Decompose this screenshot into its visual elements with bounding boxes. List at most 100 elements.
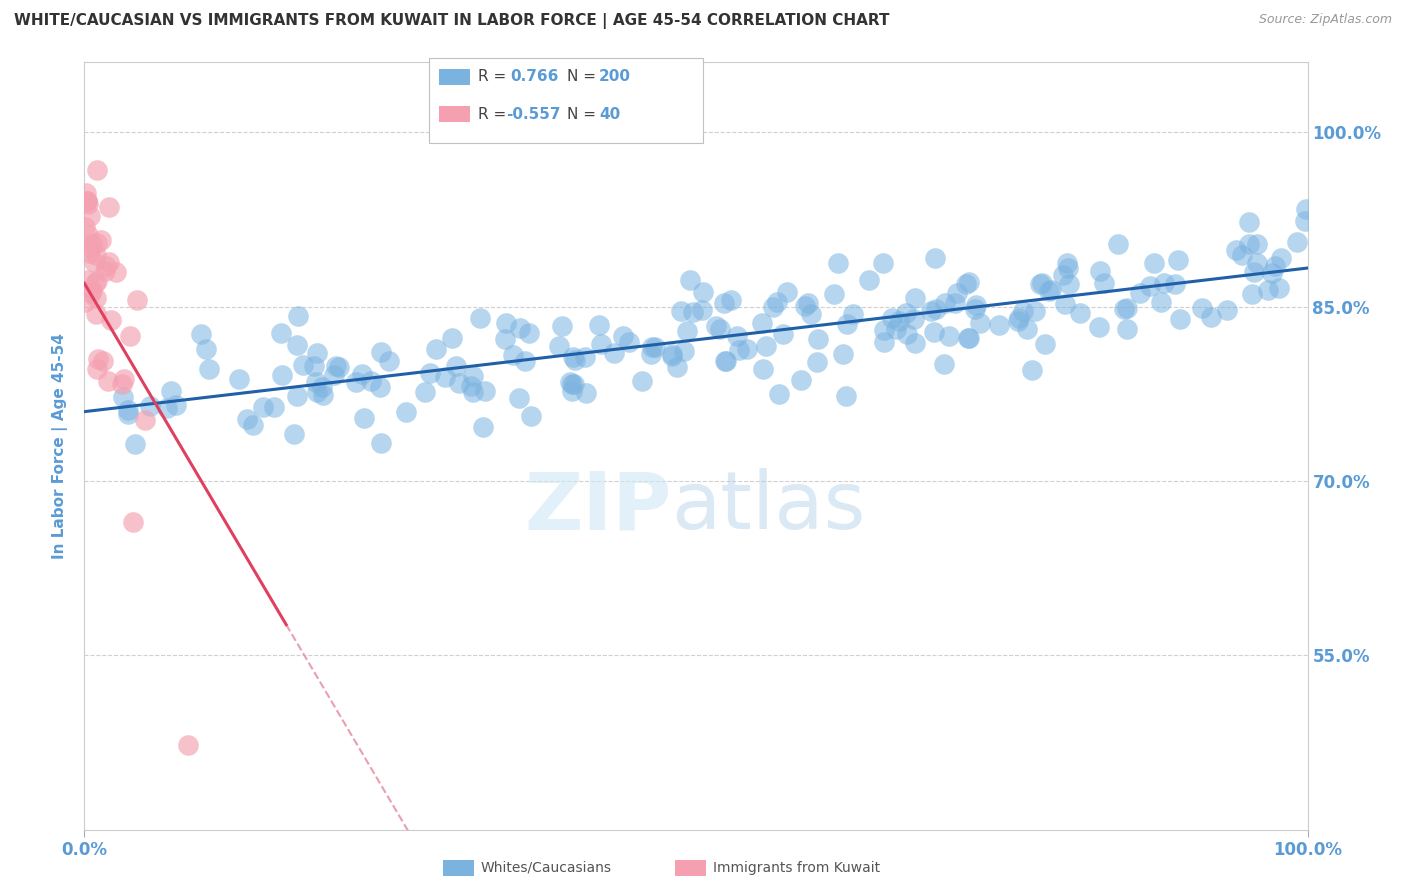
Point [612, 329, 634, 343]
Point [562, 350, 585, 364]
Point [82, 237, 104, 252]
Point [679, 273, 702, 287]
Point [322, 368, 344, 382]
Point [1241, 286, 1264, 301]
Point [117, 402, 139, 417]
Point [692, 285, 714, 299]
Point [83, 276, 105, 290]
Point [872, 255, 894, 269]
Point [513, 353, 536, 368]
Point [1143, 256, 1166, 270]
Point [714, 353, 737, 368]
Point [631, 374, 654, 388]
Point [561, 384, 583, 398]
Point [328, 359, 350, 374]
Point [350, 367, 373, 381]
Point [79, 245, 101, 260]
Point [97, 255, 120, 269]
Point [762, 300, 785, 314]
Point [460, 379, 482, 393]
Text: N =: N = [567, 107, 596, 121]
Point [1015, 322, 1038, 336]
Point [793, 299, 815, 313]
Point [368, 379, 391, 393]
Point [344, 375, 367, 389]
Point [84, 291, 107, 305]
Point [904, 336, 927, 351]
Point [1243, 265, 1265, 279]
Point [86, 307, 108, 321]
Point [1191, 301, 1213, 316]
Point [1294, 214, 1316, 228]
Point [790, 373, 813, 387]
Point [835, 390, 858, 404]
Point [1056, 256, 1078, 270]
Point [125, 293, 148, 307]
Point [112, 390, 135, 404]
Point [307, 384, 329, 399]
Point [495, 317, 517, 331]
Point [1116, 301, 1139, 315]
Text: R =: R = [478, 107, 506, 121]
Point [1116, 322, 1139, 336]
Point [574, 350, 596, 364]
Point [904, 291, 927, 305]
Point [669, 304, 692, 318]
Text: 200: 200 [599, 70, 631, 84]
Point [1038, 284, 1060, 298]
Point [1237, 236, 1260, 251]
Point [882, 311, 904, 326]
Point [117, 407, 139, 421]
Point [588, 318, 610, 332]
Point [77, 197, 100, 211]
Point [1216, 303, 1239, 318]
Point [561, 377, 583, 392]
Text: Source: ZipAtlas.com: Source: ZipAtlas.com [1258, 13, 1392, 27]
Point [370, 436, 392, 450]
Point [444, 359, 467, 373]
Text: atlas: atlas [672, 468, 866, 547]
Point [1088, 319, 1111, 334]
Point [305, 375, 328, 389]
Text: ZIP: ZIP [524, 468, 672, 547]
Point [1033, 336, 1056, 351]
Point [709, 322, 731, 336]
Point [713, 296, 735, 310]
Point [720, 293, 742, 308]
Point [727, 343, 749, 358]
Point [965, 298, 987, 312]
Point [603, 346, 626, 360]
Point [682, 305, 704, 319]
Point [419, 366, 441, 380]
Point [676, 324, 699, 338]
Point [124, 436, 146, 450]
Point [672, 343, 695, 358]
Point [494, 332, 516, 346]
Point [796, 296, 818, 310]
Point [755, 339, 778, 353]
Point [1199, 310, 1222, 325]
Point [360, 374, 382, 388]
Point [177, 738, 200, 752]
Point [75, 186, 97, 200]
Point [640, 347, 662, 361]
Point [118, 328, 141, 343]
Point [395, 404, 418, 418]
Point [80, 286, 103, 301]
Point [1260, 266, 1282, 280]
Point [1011, 304, 1033, 318]
Point [195, 343, 218, 357]
Point [1057, 261, 1080, 276]
Point [1264, 259, 1286, 273]
Point [896, 326, 918, 341]
Point [1225, 243, 1247, 257]
Point [666, 360, 689, 375]
Point [1170, 312, 1192, 326]
Point [751, 316, 773, 330]
Point [987, 318, 1010, 332]
Point [1007, 314, 1029, 328]
Point [83, 255, 105, 269]
Point [122, 515, 145, 529]
Point [725, 329, 748, 343]
Point [752, 361, 775, 376]
